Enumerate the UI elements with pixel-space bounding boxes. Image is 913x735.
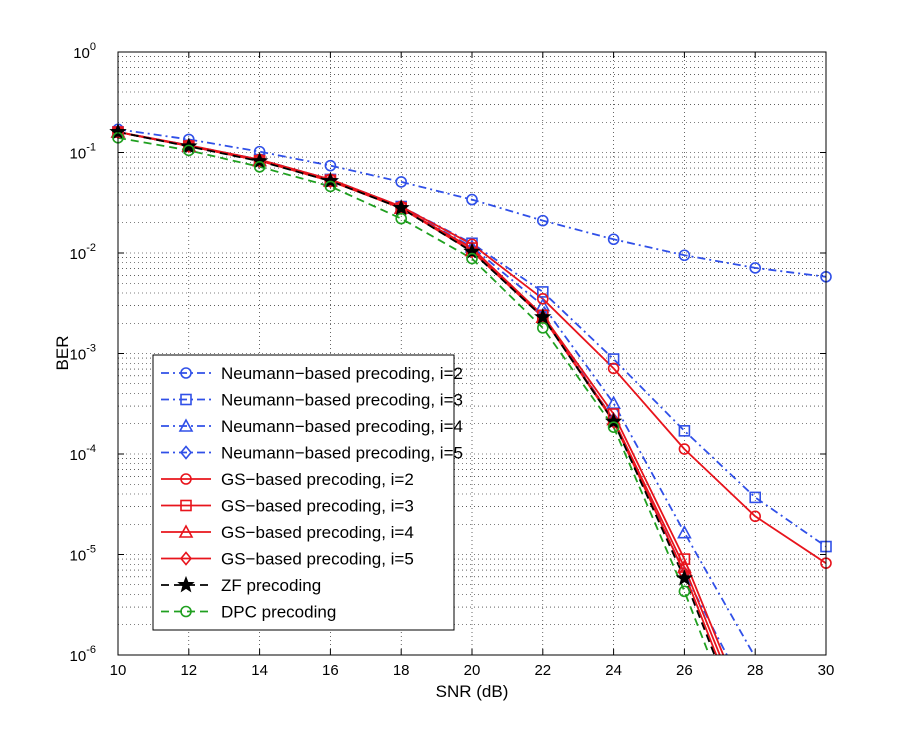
y-tick-base: 10: [70, 146, 87, 163]
series-9-point: [463, 242, 481, 260]
y-tick-label: 10-5: [70, 544, 96, 565]
series-10-point: [253, 161, 266, 173]
legend-marker-8: [179, 551, 193, 566]
y-tick-exponent: 0: [90, 41, 96, 53]
marker-layer: [109, 122, 832, 598]
series-9-point: [604, 412, 623, 430]
x-tick-label: 20: [464, 662, 481, 679]
series-5-point: [678, 443, 691, 455]
series-2-point: [749, 491, 762, 504]
y-tick-label: 10-6: [70, 644, 96, 665]
legend-label-5: GS−based precoding, i=2: [221, 470, 414, 489]
series-10-point: [678, 585, 691, 598]
series-1-point: [749, 262, 762, 274]
y-tick-exponent: -6: [86, 644, 96, 656]
y-tick-exponent: -3: [86, 343, 96, 355]
legend-marker-5: [180, 473, 192, 485]
series-4-point: [607, 412, 620, 427]
x-tick-label: 22: [534, 662, 551, 679]
x-tick-label: 10: [110, 662, 127, 679]
y-tick-exponent: -4: [86, 443, 96, 455]
ticks: 10 12 14 16 18 20 22 24 26 28 3010010-110-210-310-…: [70, 41, 835, 679]
x-tick-label: 30: [818, 662, 835, 679]
series-9-point: [321, 171, 340, 189]
x-tick-label: 26: [676, 662, 693, 679]
series-10-point: [466, 252, 478, 265]
y-tick-base: 10: [70, 347, 87, 364]
series-line-10: [118, 136, 711, 655]
y-tick-label: 10-1: [70, 142, 96, 163]
legend-label-1: Neumann−based precoding, i=2: [221, 364, 463, 383]
series-4-point: [536, 308, 549, 323]
series-line-1: [118, 128, 826, 278]
legend-label-9: ZF precoding: [221, 576, 321, 595]
series-10-point: [607, 421, 620, 433]
x-tick-label: 24: [605, 662, 622, 679]
x-tick-label: 16: [322, 662, 339, 679]
x-tick-label: 18: [393, 662, 410, 679]
legend-marker-4: [179, 445, 193, 460]
series-line-9: [118, 131, 716, 655]
series-10-point: [536, 322, 549, 334]
series-2-point: [678, 425, 691, 437]
y-axis-label: BER: [53, 336, 72, 371]
series-10-point: [395, 212, 408, 225]
series-5-point: [607, 362, 620, 375]
series-9-point: [675, 569, 694, 586]
x-tick-label: 12: [180, 662, 197, 679]
y-tick-base: 10: [73, 45, 90, 62]
series-1-point: [466, 193, 478, 206]
legend-marker-9: [177, 575, 195, 593]
legend-label-7: GS−based precoding, i=4: [221, 523, 414, 542]
legend-marker-6: [180, 499, 192, 512]
series-9-point: [250, 152, 269, 169]
y-tick-label: 10-2: [70, 242, 96, 263]
series-2-point: [536, 286, 549, 298]
legend-label-2: Neumann−based precoding, i=3: [221, 391, 463, 410]
y-tick-label: 10-4: [70, 443, 96, 464]
legend-label-6: GS−based precoding, i=3: [221, 497, 414, 516]
legend-marker-10: [180, 605, 192, 618]
series-1-point: [395, 176, 408, 188]
legend-marker-1: [180, 367, 192, 379]
series-1-point: [678, 249, 691, 262]
legend-marker-7: [178, 524, 194, 538]
y-tick-label: 100: [73, 41, 96, 62]
series-10-point: [324, 180, 337, 193]
y-tick-exponent: -1: [86, 142, 96, 154]
series-1-point: [536, 214, 549, 227]
x-tick-label: 14: [251, 662, 268, 679]
series-5-point: [749, 510, 762, 523]
legend-marker-3: [178, 418, 194, 432]
legend-marker-2: [180, 393, 192, 406]
legend-label-8: GS−based precoding, i=5: [221, 550, 414, 569]
x-axis-label: SNR (dB): [436, 682, 509, 701]
x-tick-label: 28: [747, 662, 764, 679]
y-tick-exponent: -5: [86, 544, 96, 556]
y-tick-base: 10: [70, 548, 87, 565]
series-1-point: [324, 159, 337, 172]
series-5-point: [536, 293, 549, 305]
legend-label-10: DPC precoding: [221, 603, 336, 622]
y-tick-exponent: -2: [86, 242, 96, 254]
y-tick-base: 10: [70, 447, 87, 464]
series-1-point: [607, 233, 620, 246]
y-tick-base: 10: [70, 246, 87, 263]
legend-label-4: Neumann−based precoding, i=5: [221, 444, 463, 463]
series-6-point: [678, 553, 691, 565]
y-tick-label: 10-3: [70, 343, 96, 364]
legend: Neumann−based precoding, i=2 Neumann−base…: [152, 354, 463, 631]
series-10-point: [183, 144, 195, 157]
series-9-point: [534, 307, 552, 325]
series-3-point: [677, 524, 692, 539]
y-tick-base: 10: [70, 648, 87, 665]
legend-label-3: Neumann−based precoding, i=4: [221, 417, 463, 436]
series-9-point: [392, 198, 410, 216]
